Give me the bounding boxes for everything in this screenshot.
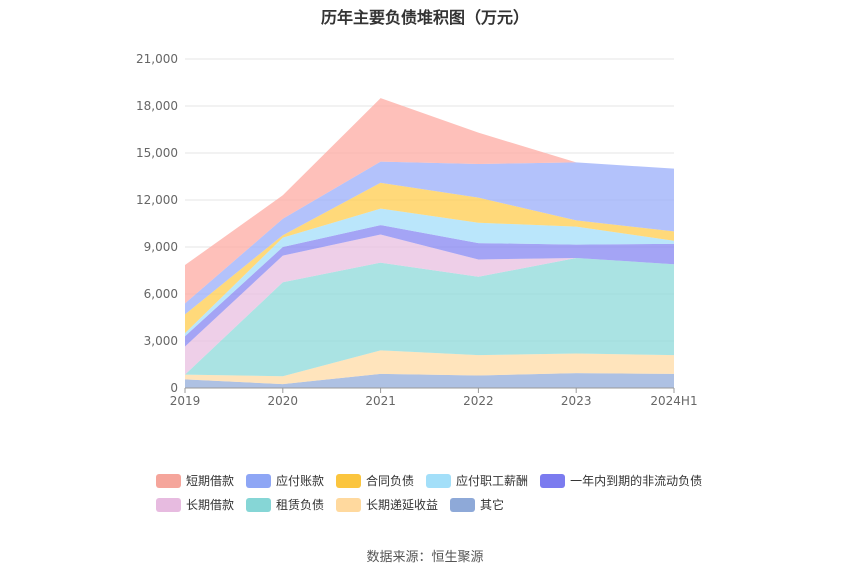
area-应付职工薪酬[interactable] [185, 208, 674, 337]
legend-swatch [426, 473, 452, 488]
area-其它[interactable] [185, 373, 674, 388]
y-tick-label: 9,000 [144, 240, 178, 254]
legend-item[interactable]: 租赁负债 [246, 496, 324, 513]
area-合同负债[interactable] [185, 182, 674, 334]
area-租赁负债[interactable] [185, 257, 674, 377]
x-tick-label: 2022 [463, 394, 494, 408]
legend-label: 短期借款 [186, 474, 235, 488]
chart-title: 历年主要负债堆积图（万元） [320, 8, 529, 27]
legend-label: 合同负债 [366, 474, 415, 488]
legend-label: 租赁负债 [276, 498, 325, 512]
y-tick-label: 6,000 [144, 287, 178, 301]
legend-item[interactable]: 应付账款 [246, 472, 324, 489]
x-tick-label: 2019 [170, 394, 201, 408]
legend-label: 应付职工薪酬 [456, 474, 529, 488]
area-长期借款[interactable] [185, 234, 674, 375]
legend-row: 长期借款 租赁负债 长期递延收益 其它 [156, 496, 756, 513]
chart-legend: 短期借款 应付账款 合同负债 应付职工薪酬 一年内到期的非流动负债 长期借款 租赁负债 长期… [156, 472, 756, 520]
area-series [185, 98, 674, 388]
y-tick-label: 12,000 [136, 193, 178, 207]
y-tick-label: 18,000 [136, 99, 178, 113]
legend-swatch [156, 497, 181, 512]
legend-label: 长期借款 [186, 498, 235, 512]
area-应付账款[interactable] [185, 161, 674, 315]
area-一年内到期的非流动负债[interactable] [185, 225, 674, 347]
y-tick-label: 15,000 [136, 146, 178, 160]
area-长期递延收益[interactable] [185, 350, 674, 385]
legend-swatch [336, 473, 362, 488]
x-tick-label: 2023 [561, 394, 592, 408]
legend-label: 一年内到期的非流动负债 [570, 474, 703, 488]
legend-label: 应付账款 [276, 474, 325, 488]
legend-item[interactable]: 合同负债 [336, 472, 414, 489]
legend-item[interactable]: 应付职工薪酬 [426, 472, 528, 489]
y-tick-label: 0 [170, 381, 178, 395]
legend-label: 长期递延收益 [366, 498, 439, 512]
x-tick-label: 2021 [365, 394, 396, 408]
area-短期借款[interactable] [185, 98, 674, 304]
data-source: 数据来源：恒生聚源 [366, 550, 484, 565]
legend-item[interactable]: 短期借款 [156, 472, 234, 489]
legend-swatch [156, 473, 181, 488]
legend-row: 短期借款 应付账款 合同负债 应付职工薪酬 一年内到期的非流动负债 [156, 472, 756, 489]
legend-swatch [246, 473, 272, 488]
legend-item[interactable]: 一年内到期的非流动负债 [540, 472, 702, 489]
x-tick-label: 2020 [268, 394, 299, 408]
stacked-area-chart: 0 3,000 6,000 9,000 12,000 15,000 18,000 21,000… [136, 52, 698, 408]
legend-swatch [450, 497, 476, 512]
legend-swatch [336, 497, 362, 512]
y-tick-label: 3,000 [144, 334, 178, 348]
y-tick-label: 21,000 [136, 52, 178, 66]
legend-item[interactable]: 长期借款 [156, 496, 234, 513]
legend-label: 其它 [480, 498, 505, 512]
legend-item[interactable]: 长期递延收益 [336, 496, 438, 513]
axes: 0 3,000 6,000 9,000 12,000 15,000 18,000 21,000… [136, 52, 698, 408]
x-tick-label: 2024H1 [650, 394, 697, 408]
legend-item[interactable]: 其它 [450, 496, 504, 513]
legend-swatch [540, 473, 566, 488]
legend-swatch [246, 497, 272, 512]
